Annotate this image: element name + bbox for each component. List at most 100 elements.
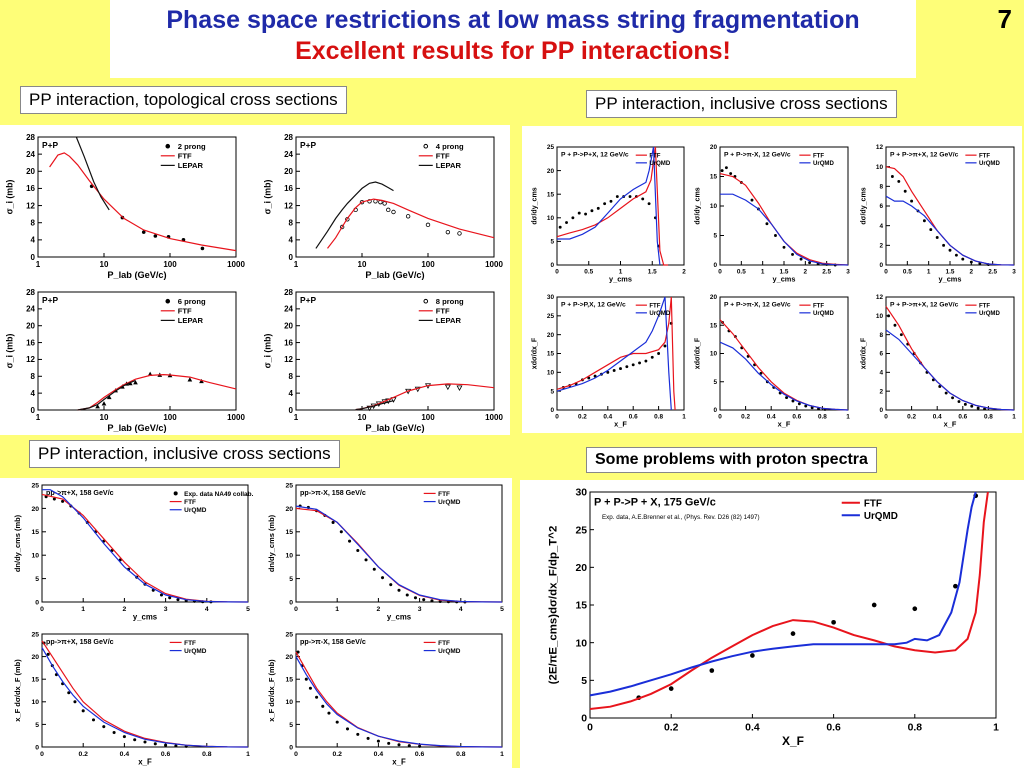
- data-point: [628, 195, 632, 198]
- chart-topo_2prong: 1 10 100 1000 0 4 8 12 16 20 24 28 P_lab (GeV/c) σ_i …: [4, 133, 245, 280]
- x-tick-label: 0.4: [933, 413, 942, 420]
- y-tick-label: 10: [876, 164, 884, 171]
- x-tick-label: 1: [335, 606, 339, 613]
- data-point: [593, 374, 597, 378]
- series-line: [719, 173, 849, 266]
- x-tick-label: 0.8: [908, 722, 923, 733]
- x-axis-label: P_lab (GeV/c): [365, 423, 424, 433]
- y-tick-label: 0: [289, 406, 294, 415]
- y-tick-label: 25: [575, 525, 587, 536]
- y-tick-label: 30: [575, 488, 587, 499]
- x-tick-label: 2: [970, 268, 974, 275]
- legend-label: UrQMD: [184, 507, 207, 514]
- y-tick-label: 25: [31, 482, 39, 489]
- series-line: [355, 400, 394, 411]
- y-tick-label: 8: [289, 372, 294, 381]
- y-tick-label: 20: [26, 322, 35, 331]
- x-tick-label: 3: [164, 606, 168, 613]
- series-line: [720, 193, 849, 266]
- data-point: [391, 209, 396, 215]
- data-point: [418, 744, 422, 748]
- data-point: [619, 367, 622, 371]
- data-point: [397, 588, 401, 592]
- data-point: [397, 743, 401, 747]
- y-tick-label: 15: [31, 529, 39, 536]
- x-tick-label: 2: [682, 268, 686, 275]
- x-tick-label: 10: [100, 413, 109, 422]
- y-tick-label: 24: [26, 150, 35, 159]
- label-topological: PP interaction, topological cross sectio…: [20, 86, 347, 114]
- x-tick-label: 2: [123, 606, 127, 613]
- series-line: [589, 491, 989, 710]
- x-axis-label: P_lab (GeV/c): [365, 270, 424, 280]
- legend-label: FTF: [178, 152, 192, 161]
- y-tick-label: 5: [289, 722, 293, 729]
- y-axis-label: xdσ/dx_F: [695, 337, 702, 369]
- data-point: [657, 352, 661, 355]
- y-axis-label: σ_i (mb): [262, 180, 272, 215]
- y-tick-label: 0: [713, 407, 717, 414]
- x-tick-label: 0.6: [161, 751, 171, 758]
- y-axis-label: xdσ/dx_F: [532, 337, 539, 369]
- x-tick-label: 1000: [227, 260, 245, 269]
- data-point: [804, 404, 808, 408]
- data-point: [46, 652, 50, 656]
- y-tick-label: 10: [710, 203, 718, 210]
- y-tick-label: 20: [547, 168, 555, 175]
- y-tick-label: 10: [31, 699, 39, 706]
- legend-label: 4 prong: [436, 142, 464, 151]
- y-tick-label: 20: [710, 294, 718, 301]
- data-point: [101, 401, 107, 406]
- legend-label: FTF: [184, 640, 196, 647]
- x-tick-label: 1: [36, 413, 41, 422]
- data-point: [159, 593, 164, 597]
- data-point: [366, 736, 370, 740]
- data-point: [577, 211, 581, 215]
- x-tick-label: 1: [846, 413, 850, 420]
- legend-label: FTF: [979, 152, 990, 159]
- y-tick-label: 5: [713, 379, 717, 386]
- x-tick-label: 0.4: [603, 413, 612, 420]
- y-tick-label: 16: [284, 338, 293, 347]
- data-point: [603, 202, 607, 206]
- x-tick-label: 2: [804, 268, 808, 275]
- y-axis-label: x_F dσ/dx_F (mb): [267, 659, 276, 722]
- series-line: [556, 146, 669, 266]
- data-point: [444, 384, 451, 391]
- legend-label: FTF: [436, 307, 450, 316]
- x-tick-label: 0.8: [984, 413, 993, 420]
- y-tick-label: 30: [547, 294, 555, 301]
- x-tick-label: 4: [205, 606, 209, 613]
- panel-proton-175: [520, 480, 1024, 768]
- data-point: [799, 257, 803, 261]
- y-tick-label: 28: [26, 288, 35, 297]
- data-point: [922, 219, 926, 223]
- data-point: [650, 355, 654, 359]
- series-line: [719, 319, 849, 411]
- data-point: [67, 691, 71, 695]
- legend-label: FTF: [979, 302, 990, 309]
- y-tick-label: 12: [876, 294, 884, 301]
- legend-label: Exp. data NA49 collab.: [184, 491, 253, 498]
- chart-title: P + P->P + X, 175 GeV/c: [594, 496, 716, 508]
- series-line: [77, 373, 237, 411]
- data-point: [95, 404, 100, 409]
- x-tick-label: 3: [418, 606, 422, 613]
- x-tick-label: 3: [1012, 268, 1016, 275]
- x-tick-label: 0: [294, 606, 298, 613]
- data-point: [335, 720, 339, 724]
- plot-frame: [589, 491, 997, 719]
- series-line: [295, 656, 503, 748]
- data-point: [808, 261, 812, 265]
- data-point: [791, 252, 794, 256]
- data-point: [73, 700, 77, 704]
- y-tick-label: 25: [285, 631, 293, 638]
- legend-label: UrQMD: [979, 310, 1001, 317]
- x-tick-label: 0.2: [332, 751, 342, 758]
- chart-title: P + P->π-X, 12 GeV/c: [724, 301, 791, 308]
- slide-subtitle: Excellent results for PP interactions!: [295, 37, 731, 65]
- data-point: [176, 598, 180, 602]
- data-point: [457, 231, 462, 236]
